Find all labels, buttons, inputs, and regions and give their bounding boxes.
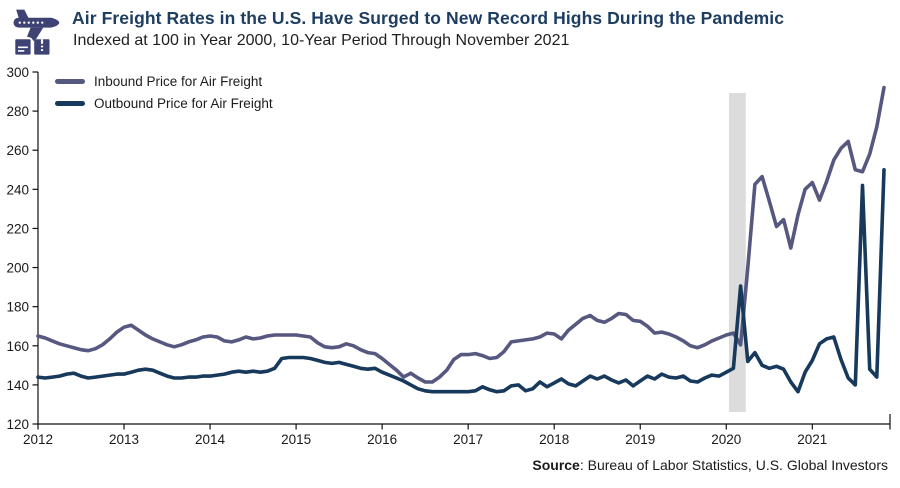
- y-tick-label: 220: [6, 221, 29, 236]
- outbound-price-line: [36, 168, 886, 394]
- recession-band: [728, 93, 746, 412]
- source-label: Source: [532, 457, 580, 473]
- source-text: : Bureau of Labor Statistics, U.S. Globa…: [579, 457, 888, 473]
- cargo-plane-icon: [13, 9, 60, 55]
- outbound-line-swatch: [55, 100, 85, 106]
- x-tick-label: 2018: [539, 432, 569, 447]
- y-tick-label: 180: [6, 300, 29, 315]
- x-tick-label: 2020: [711, 432, 741, 447]
- x-tick-label: 2021: [797, 432, 827, 447]
- x-tick-label: 2017: [453, 432, 483, 447]
- inbound-price-line: [36, 85, 886, 384]
- y-tick-label: 240: [6, 182, 29, 197]
- x-tick-label: 2015: [281, 432, 311, 447]
- chart-title: Air Freight Rates in the U.S. Have Surge…: [72, 8, 785, 28]
- chart-subtitle: Indexed at 100 in Year 2000, 10-Year Per…: [73, 32, 570, 49]
- legend: Inbound Price for Air Freight Outbound P…: [55, 70, 273, 114]
- legend-item-outbound: Outbound Price for Air Freight: [55, 92, 273, 114]
- inbound-line-swatch: [55, 78, 85, 84]
- y-tick-label: 260: [6, 143, 29, 158]
- legend-item-inbound: Inbound Price for Air Freight: [55, 70, 273, 92]
- y-tick-label: 160: [6, 339, 29, 354]
- x-tick-label: 2019: [625, 432, 655, 447]
- x-tick-label: 2016: [367, 432, 397, 447]
- x-tick-label: 2014: [195, 432, 226, 447]
- legend-label-outbound: Outbound Price for Air Freight: [94, 95, 273, 111]
- source-attribution: Source: Bureau of Labor Statistics, U.S.…: [532, 457, 888, 473]
- y-tick-label: 280: [6, 104, 29, 119]
- y-tick-label: 120: [6, 417, 29, 432]
- y-tick-label: 300: [6, 65, 29, 80]
- x-tick-label: 2012: [23, 432, 53, 447]
- x-tick-label: 2013: [109, 432, 139, 447]
- y-tick-label: 140: [6, 378, 29, 393]
- legend-label-inbound: Inbound Price for Air Freight: [94, 73, 263, 89]
- y-tick-label: 200: [6, 261, 29, 276]
